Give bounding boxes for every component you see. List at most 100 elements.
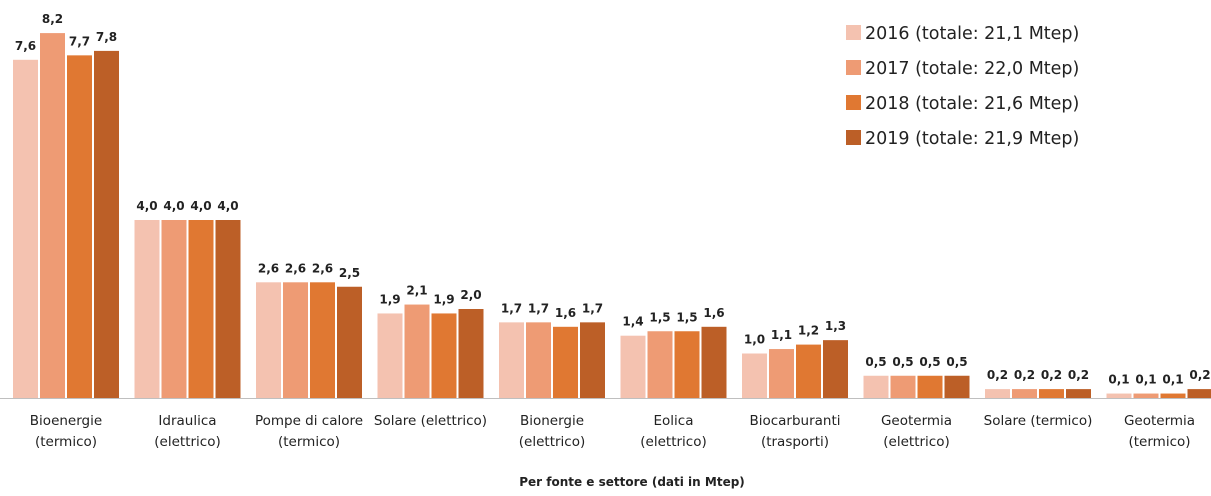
value-label-9-series-3: 0,2 (1041, 368, 1062, 382)
bar-6-series-1 (620, 335, 646, 398)
category-label-1-line-1: Bioenergie (30, 413, 102, 429)
bar-3-series-2 (283, 282, 308, 398)
value-label-3-series-4: 2,5 (339, 266, 360, 280)
legend-swatch-3 (846, 95, 861, 110)
bar-1-series-3 (67, 55, 92, 398)
category-label-2-line-1: Idraulica (158, 413, 216, 429)
legend-label-1: 2016 (totale: 21,1 Mtep) (865, 24, 1079, 44)
bar-10-series-1 (1106, 393, 1132, 398)
value-label-10-series-1: 0,1 (1108, 373, 1129, 387)
bar-9-series-1 (985, 389, 1010, 398)
value-label-1-series-4: 7,8 (96, 30, 117, 44)
bars-layer (13, 33, 1211, 399)
value-label-8-series-1: 0,5 (865, 355, 886, 369)
value-label-8-series-2: 0,5 (892, 355, 913, 369)
bar-1-series-1 (13, 59, 38, 399)
bar-9-series-2 (1012, 389, 1037, 398)
value-label-3-series-2: 2,6 (285, 261, 306, 275)
category-label-8-line-2: (elettrico) (883, 434, 949, 450)
value-label-3-series-1: 2,6 (258, 261, 279, 275)
value-label-4-series-2: 2,1 (406, 284, 427, 298)
bar-6-series-3 (674, 331, 700, 398)
bar-7-series-4 (823, 340, 848, 398)
category-label-10-line-1: Geotermia (1124, 413, 1195, 429)
value-label-1-series-3: 7,7 (69, 34, 90, 48)
bar-8-series-1 (863, 375, 889, 398)
category-label-9: Solare (termico) (984, 413, 1093, 429)
value-label-5-series-3: 1,6 (555, 306, 576, 320)
value-label-2-series-4: 4,0 (217, 199, 238, 213)
value-label-5-series-4: 1,7 (582, 301, 603, 315)
bar-2-series-3 (188, 220, 214, 398)
bar-1-series-2 (40, 33, 65, 398)
legend-label-4: 2019 (totale: 21,9 Mtep) (865, 129, 1079, 149)
category-labels-layer: Bioenergie (termico) Idraulica (elettrico) P… (30, 413, 1195, 450)
value-labels-layer: 7,6 8,2 7,7 7,8 4,0 4,0 4,0 4,0 2,6 2,6 2,6 2,5 1,9 2… (15, 12, 1211, 386)
value-label-8-series-4: 0,5 (946, 355, 967, 369)
value-label-2-series-2: 4,0 (163, 199, 184, 213)
bar-5-series-1 (499, 322, 524, 398)
value-label-4-series-3: 1,9 (433, 292, 454, 306)
category-label-1-line-2: (termico) (35, 434, 97, 450)
value-label-9-series-4: 0,2 (1068, 368, 1089, 382)
category-label-7-line-2: (trasporti) (761, 434, 829, 450)
value-label-6-series-2: 1,5 (649, 310, 670, 324)
value-label-1-series-1: 7,6 (15, 39, 36, 53)
bar-3-series-4 (337, 286, 362, 398)
bar-10-series-4 (1187, 389, 1211, 398)
bar-5-series-4 (580, 322, 605, 398)
value-label-5-series-2: 1,7 (528, 301, 549, 315)
category-label-2-line-2: (elettrico) (154, 434, 220, 450)
legend-swatch-2 (846, 60, 861, 75)
x-axis-title: Per fonte e settore (dati in Mtep) (519, 475, 745, 489)
category-label-6-line-2: (elettrico) (640, 434, 706, 450)
bar-4-series-3 (431, 313, 457, 398)
value-label-10-series-2: 0,1 (1135, 373, 1156, 387)
category-label-5-line-2: (elettrico) (519, 434, 585, 450)
category-label-7-line-1: Biocarburanti (749, 413, 840, 429)
bar-1-series-4 (94, 50, 119, 399)
legend-swatch-4 (846, 130, 861, 145)
bar-9-series-3 (1039, 389, 1064, 398)
bar-6-series-2 (647, 331, 673, 398)
legend-label-2: 2017 (totale: 22,0 Mtep) (865, 59, 1079, 79)
bar-5-series-2 (526, 322, 551, 398)
bar-4-series-4 (458, 309, 484, 398)
value-label-6-series-4: 1,6 (703, 306, 724, 320)
value-label-7-series-1: 1,0 (744, 333, 765, 347)
value-label-4-series-1: 1,9 (379, 292, 400, 306)
legend: 2016 (totale: 21,1 Mtep) 2017 (totale: 22… (846, 24, 1079, 149)
value-label-8-series-3: 0,5 (919, 355, 940, 369)
value-label-6-series-1: 1,4 (622, 315, 643, 329)
bar-4-series-2 (404, 304, 430, 398)
value-label-9-series-1: 0,2 (987, 368, 1008, 382)
category-label-5-line-1: Bionergie (520, 413, 584, 429)
category-label-3-line-2: (termico) (278, 434, 340, 450)
value-label-6-series-3: 1,5 (676, 310, 697, 324)
value-label-10-series-3: 0,1 (1162, 373, 1183, 387)
bar-6-series-4 (701, 326, 727, 398)
legend-label-3: 2018 (totale: 21,6 Mtep) (865, 94, 1079, 114)
value-label-4-series-4: 2,0 (460, 288, 481, 302)
bar-7-series-2 (769, 349, 794, 398)
bar-7-series-1 (742, 353, 767, 398)
value-label-1-series-2: 8,2 (42, 12, 63, 26)
category-label-3-line-1: Pompe di calore (255, 413, 363, 429)
value-label-7-series-4: 1,3 (825, 319, 846, 333)
value-label-5-series-1: 1,7 (501, 301, 522, 315)
value-label-3-series-3: 2,6 (312, 261, 333, 275)
bar-8-series-3 (917, 375, 943, 398)
value-label-7-series-2: 1,1 (771, 328, 792, 342)
bar-5-series-3 (553, 326, 578, 398)
category-label-8-line-1: Geotermia (881, 413, 952, 429)
bar-3-series-1 (256, 282, 281, 398)
category-label-10-line-2: (termico) (1128, 434, 1190, 450)
bar-2-series-4 (215, 220, 241, 398)
bar-8-series-2 (890, 375, 916, 398)
category-label-6-line-1: Eolica (654, 413, 694, 429)
bar-8-series-4 (944, 375, 970, 398)
bar-4-series-1 (377, 313, 403, 398)
bar-3-series-3 (310, 282, 335, 398)
value-label-2-series-3: 4,0 (190, 199, 211, 213)
